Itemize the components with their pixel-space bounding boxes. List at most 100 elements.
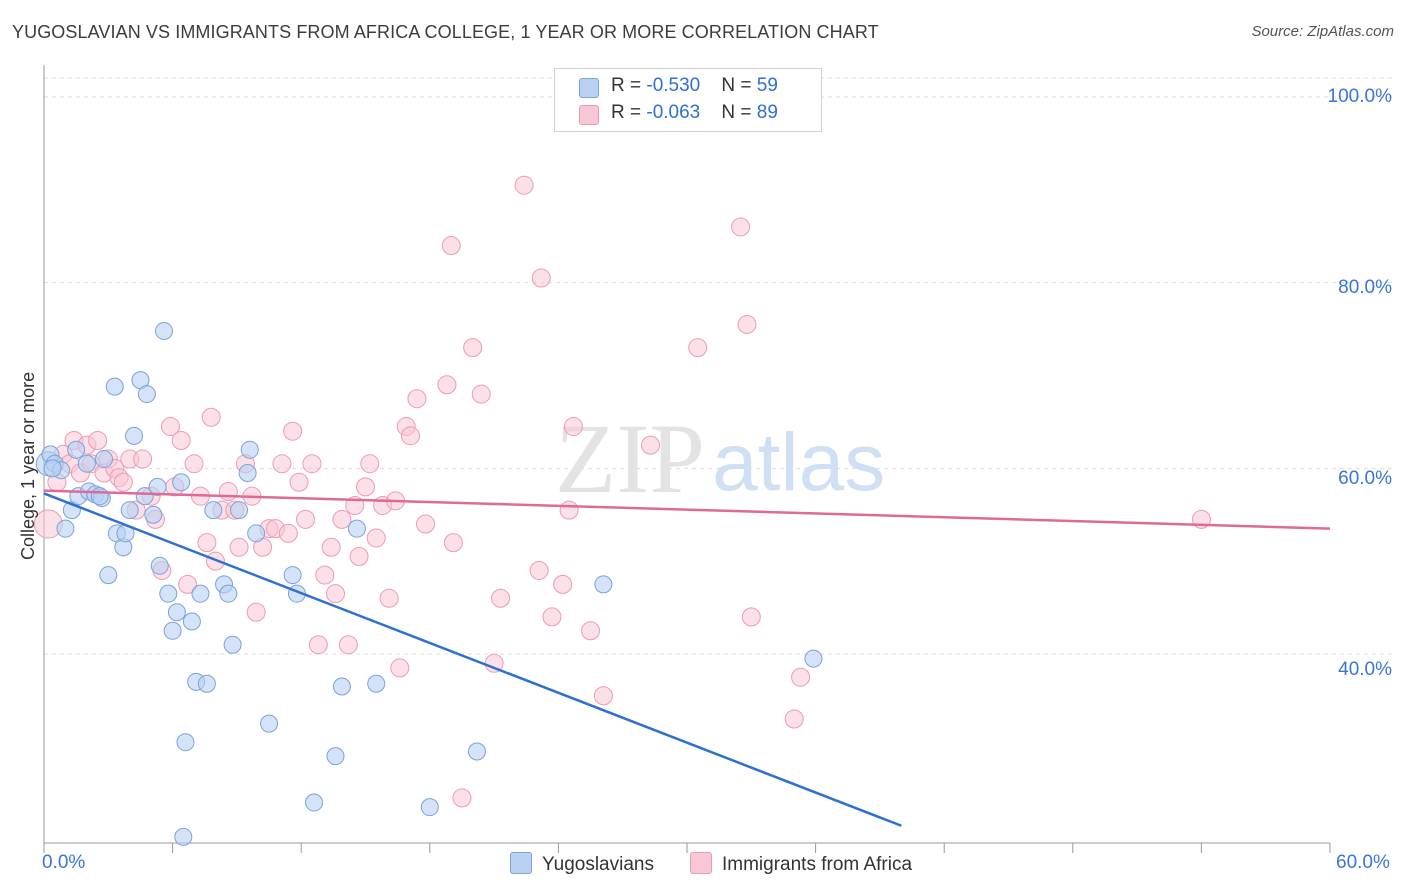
point-yugoslavians <box>347 519 366 538</box>
point-yugoslavians <box>148 477 167 496</box>
point-immigrants-from-africa <box>688 338 708 358</box>
x-tick-min: 0.0% <box>42 852 86 873</box>
point-yugoslavians <box>67 440 86 459</box>
point-yugoslavians <box>90 487 109 506</box>
point-immigrants-from-africa <box>272 454 292 474</box>
point-yugoslavians <box>172 473 191 492</box>
legend-pink-swatch-icon <box>690 852 712 874</box>
point-immigrants-from-africa <box>593 686 613 706</box>
watermark-atlas: atlas <box>712 417 885 508</box>
pink-swatch-icon <box>579 105 599 125</box>
point-immigrants-from-africa <box>366 528 386 548</box>
point-yugoslavians <box>238 463 257 482</box>
point-immigrants-from-africa <box>737 314 757 334</box>
n-value-africa: 89 <box>756 102 778 123</box>
grid-layer <box>44 77 1392 655</box>
correlation-stats-box: R = -0.530 N = 59 R = -0.063 N = 89 <box>554 68 822 132</box>
point-immigrants-from-africa <box>246 602 266 622</box>
point-yugoslavians <box>332 677 351 696</box>
point-immigrants-from-africa <box>201 407 221 427</box>
point-yugoslavians <box>120 501 139 520</box>
point-yugoslavians <box>204 501 223 520</box>
point-yugoslavians <box>163 621 182 640</box>
legend-label-africa: Immigrants from Africa <box>722 854 913 875</box>
y-tick-60: 60.0% <box>1338 468 1392 489</box>
point-yugoslavians <box>43 459 62 478</box>
x-tick-max: 60.0% <box>1336 852 1390 873</box>
point-yugoslavians <box>167 603 186 622</box>
point-immigrants-from-africa <box>731 217 751 237</box>
point-yugoslavians <box>305 793 324 812</box>
point-immigrants-from-africa <box>437 375 457 395</box>
trend-lines <box>43 489 1331 827</box>
point-immigrants-from-africa <box>308 635 328 655</box>
point-immigrants-from-africa <box>581 621 601 641</box>
point-yugoslavians <box>176 733 195 752</box>
point-immigrants-from-africa <box>218 482 238 502</box>
point-immigrants-from-africa <box>356 477 375 497</box>
point-immigrants-from-africa <box>133 449 153 469</box>
point-immigrants-from-africa <box>197 533 217 553</box>
chart-title: YUGOSLAVIAN VS IMMIGRANTS FROM AFRICA CO… <box>12 22 879 42</box>
legend-item-yugoslavians: Yugoslavians <box>510 852 654 876</box>
point-immigrants-from-africa <box>791 667 811 687</box>
point-yugoslavians <box>420 798 439 817</box>
n-value-yugoslavians: 59 <box>756 75 778 96</box>
point-yugoslavians <box>56 519 75 538</box>
point-yugoslavians <box>155 321 174 340</box>
point-yugoslavians <box>283 566 302 585</box>
point-yugoslavians <box>467 742 486 761</box>
point-immigrants-from-africa <box>113 472 133 492</box>
point-immigrants-from-africa <box>416 514 436 534</box>
point-immigrants-from-africa <box>542 607 562 627</box>
n-label: N = <box>721 102 757 123</box>
point-yugoslavians <box>125 426 144 445</box>
point-immigrants-from-africa <box>401 426 421 446</box>
point-yugoslavians <box>260 714 279 733</box>
blue-swatch-icon <box>579 78 599 98</box>
point-immigrants-from-africa <box>88 430 108 450</box>
point-immigrants-from-africa <box>360 454 380 474</box>
legend-label-yugoslavians: Yugoslavians <box>542 854 654 875</box>
point-immigrants-from-africa <box>463 338 483 358</box>
point-immigrants-from-africa <box>171 430 191 450</box>
trend-line-immigrants-from-africa <box>43 489 1331 530</box>
point-immigrants-from-africa <box>295 509 315 529</box>
point-immigrants-from-africa <box>178 574 198 594</box>
point-immigrants-from-africa <box>283 421 303 441</box>
point-yugoslavians <box>150 556 169 575</box>
point-immigrants-from-africa <box>443 533 463 553</box>
trend-line-yugoslavians <box>43 492 902 827</box>
point-immigrants-from-africa <box>332 509 352 529</box>
point-yugoslavians <box>144 505 163 524</box>
r-label: R = <box>611 75 647 96</box>
point-immigrants-from-africa <box>452 788 472 808</box>
point-yugoslavians <box>197 674 216 693</box>
point-immigrants-from-africa <box>390 658 410 678</box>
point-immigrants-from-africa <box>325 584 345 604</box>
point-yugoslavians <box>77 454 96 473</box>
point-immigrants-from-africa <box>349 547 369 567</box>
point-immigrants-from-africa <box>441 236 461 256</box>
point-immigrants-from-africa <box>278 523 298 543</box>
point-yugoslavians <box>137 385 156 404</box>
point-yugoslavians <box>804 649 823 668</box>
point-immigrants-from-africa <box>289 472 309 492</box>
point-yugoslavians <box>182 612 201 631</box>
legend-blue-swatch-icon <box>510 852 532 874</box>
zipatlas-watermark: ZIP atlas <box>555 403 885 514</box>
legend-item-africa: Immigrants from Africa <box>690 852 912 876</box>
point-immigrants-from-africa <box>315 565 335 585</box>
point-immigrants-from-africa <box>379 588 399 608</box>
point-immigrants-from-africa <box>741 607 761 627</box>
point-yugoslavians <box>191 584 210 603</box>
point-immigrants-from-africa <box>514 175 534 195</box>
point-immigrants-from-africa <box>559 500 579 520</box>
point-yugoslavians <box>95 450 114 469</box>
point-immigrants-from-africa <box>641 435 661 455</box>
point-immigrants-from-africa <box>321 537 341 557</box>
point-yugoslavians <box>247 524 266 543</box>
point-immigrants-from-africa <box>553 574 573 594</box>
point-yugoslavians <box>326 747 345 766</box>
